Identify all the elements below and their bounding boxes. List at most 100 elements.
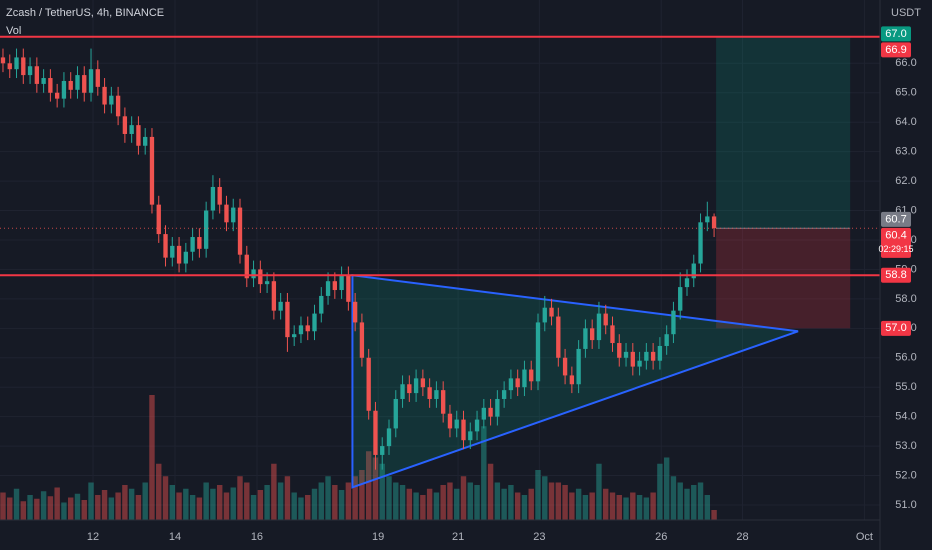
volume-bar [501,488,507,520]
candle-body [684,278,690,288]
candle-body [0,57,6,64]
volume-bar [589,492,595,520]
candle-body [109,95,114,105]
volume-bar [616,495,622,520]
volume-bar [467,482,473,520]
price-label-box [881,42,911,58]
candle-body [231,207,236,223]
volume-bar [636,495,643,520]
candle-body [454,419,459,429]
candle-body [596,313,602,341]
candle-body [664,334,669,346]
candle-body [427,387,432,399]
candle-body [420,378,426,388]
volume-bar [684,488,690,520]
candle-body [183,251,189,264]
candle-body [27,66,33,76]
volume-bar [454,488,460,520]
candle-body [447,413,453,429]
volume-bar [162,476,169,520]
candle-body [156,204,161,235]
candle-body [522,369,527,388]
volume-bar [156,463,162,520]
volume-bar [237,476,243,520]
candle-body [7,63,12,70]
candle-body [535,322,541,382]
volume-bar [74,493,81,520]
volume-bar [61,502,67,520]
volume-bar [426,488,433,520]
volume-bar [20,501,27,520]
candle-body [21,57,26,76]
candle-body [136,125,141,146]
candle-body [163,234,168,258]
candle-body [75,75,80,90]
x-tick-label: 12 [87,531,99,543]
volume-bar [196,497,203,520]
candle-body [691,263,696,279]
candle-body [224,204,229,223]
candle-body [508,378,514,391]
candle-body [346,275,351,302]
volume-pane [0,395,717,520]
candle-body [339,275,344,291]
candle-body [325,281,331,296]
price-label: 60.4 [885,229,906,241]
y-tick-label: 55.0 [895,381,916,393]
volume-bar [257,490,264,520]
x-tick-label: Oct [856,531,873,543]
volume-bar [603,488,609,520]
volume-bar [657,463,663,520]
candle-body [292,334,297,338]
price-label: 60.7 [885,213,906,225]
candle-body [122,116,128,134]
volume-bar [203,482,209,520]
price-label: 67.0 [885,28,906,40]
volume-bar [474,485,480,520]
volume-bar [318,482,324,520]
candle-body [332,281,337,291]
candle-body [603,313,608,326]
candle-body [705,216,710,223]
volume-bar [291,492,297,520]
volume-bar [88,482,94,520]
axes: 51.052.053.054.055.056.057.058.059.060.0… [87,26,917,543]
candle-body [481,407,486,420]
volume-bar [27,495,33,520]
x-tick-label: 21 [452,531,464,543]
volume-bar [372,457,379,520]
candle-body [474,419,480,432]
candle-body [149,136,155,205]
volume-bar [277,482,284,520]
volume-bar [650,492,656,520]
y-tick-label: 58.0 [895,293,916,305]
volume-bar [596,463,602,520]
chart-title: Zcash / TetherUS, 4h, BINANCE [6,7,164,19]
volume-bar [108,497,115,520]
volume-bar [352,476,358,520]
volume-bar [271,463,277,520]
volume-bar [115,492,121,520]
candle-body [678,287,683,311]
candle-body [68,80,73,90]
y-tick-label: 66.0 [895,57,916,69]
candle-body [542,307,547,323]
candle-body [61,80,67,99]
candle-body [319,295,324,314]
volume-bar [555,482,562,520]
volume-bar [95,495,101,520]
candle-body [271,281,277,311]
volume-bar [101,490,108,520]
volume-bar [623,497,629,520]
target-zone [716,36,851,229]
volume-bar [54,487,60,520]
volume-bar [250,495,257,520]
candle-body [176,245,182,264]
volume-bar [406,488,413,520]
candle-body [386,428,392,447]
candle-body [203,210,209,249]
candle-body [359,322,365,358]
candle-body [468,431,473,441]
candle-body [278,301,283,311]
